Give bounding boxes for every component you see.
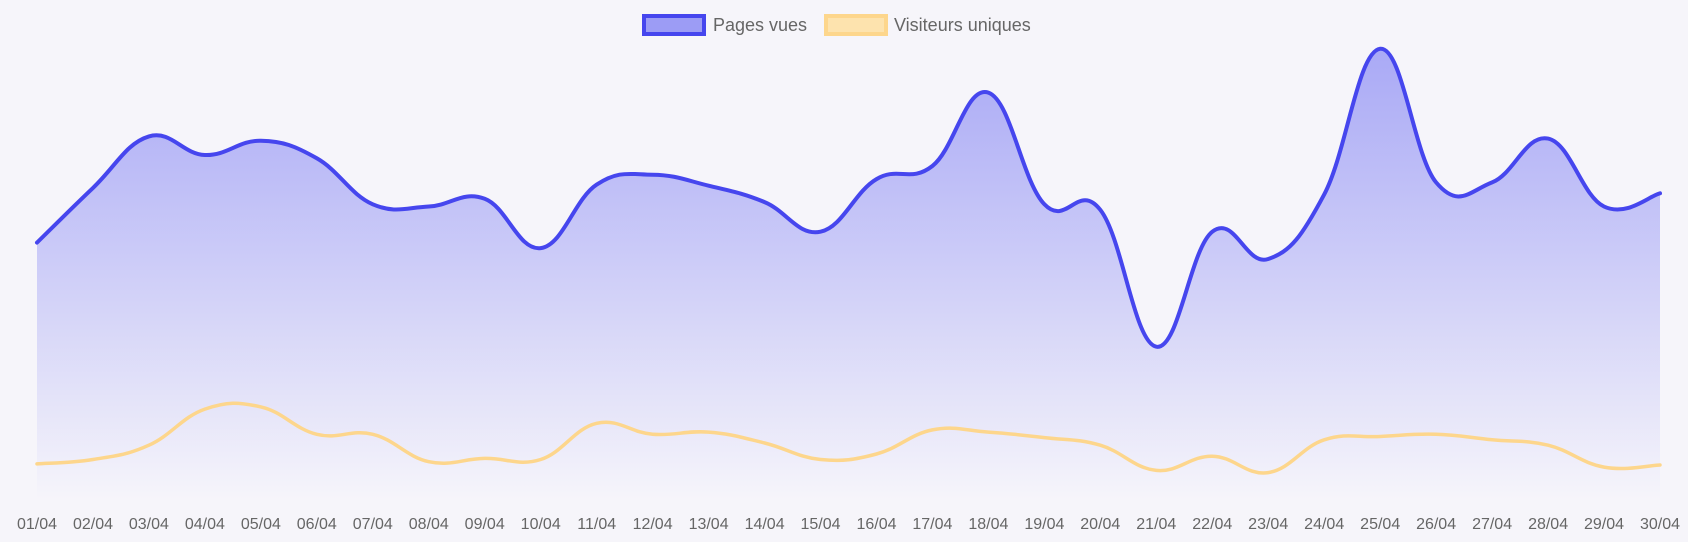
x-tick-label: 03/04 [129,516,169,533]
legend: Pages vues Visiteurs uniques [642,14,1031,36]
x-tick-label: 05/04 [241,516,281,533]
series-line-0 [35,46,1662,349]
legend-swatch-pages-vues[interactable] [642,14,706,36]
x-tick-label: 27/04 [1472,516,1512,533]
x-tick-label: 10/04 [521,516,561,533]
x-tick-label: 29/04 [1584,516,1624,533]
x-tick-label: 26/04 [1416,516,1456,533]
x-tick-label: 04/04 [185,516,225,533]
legend-label-visiteurs-uniques[interactable]: Visiteurs uniques [894,15,1031,35]
legend-label-pages-vues[interactable]: Pages vues [713,15,807,35]
x-tick-label: 08/04 [409,516,449,533]
x-tick-label: 14/04 [745,516,785,533]
x-tick-label: 02/04 [73,516,113,533]
x-tick-label: 16/04 [856,516,896,533]
x-tick-label: 09/04 [465,516,505,533]
series-area-0 [37,48,1660,501]
x-tick-label: 22/04 [1192,516,1232,533]
x-tick-label: 25/04 [1360,516,1400,533]
legend-swatch-visiteurs-uniques[interactable] [824,14,888,36]
x-tick-label: 30/04 [1640,516,1680,533]
x-tick-label: 17/04 [912,516,952,533]
x-axis: 01/04 02/04 03/04 04/04 05/04 06/04 07/04 08/04… [17,516,1680,533]
x-tick-label: 23/04 [1248,516,1288,533]
series-line-1 [35,401,1662,475]
x-tick-label: 15/04 [800,516,840,533]
x-tick-label: 12/04 [633,516,673,533]
x-tick-label: 28/04 [1528,516,1568,533]
x-tick-label: 06/04 [297,516,337,533]
x-tick-label: 11/04 [577,516,616,533]
x-tick-label: 18/04 [968,516,1008,533]
x-tick-label: 21/04 [1136,516,1176,533]
x-tick-label: 19/04 [1024,516,1064,533]
x-tick-label: 01/04 [17,516,57,533]
x-tick-label: 13/04 [689,516,729,533]
series-layer [35,46,1662,501]
x-tick-label: 20/04 [1080,516,1120,533]
x-tick-label: 24/04 [1304,516,1344,533]
x-tick-label: 07/04 [353,516,393,533]
